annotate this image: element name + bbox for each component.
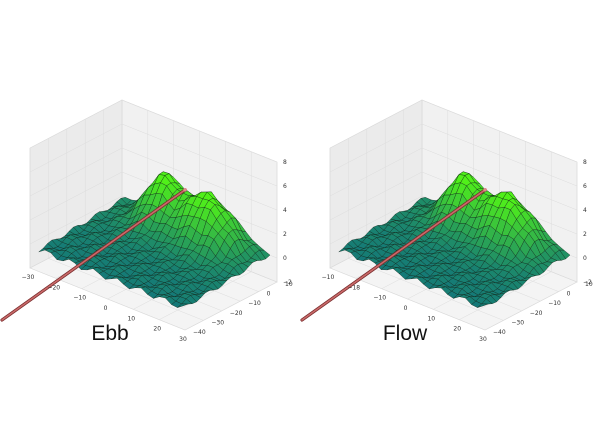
z-tick-label: 8 [283, 159, 287, 166]
z-tick-label: 4 [583, 207, 587, 214]
x-tick-label: 0 [104, 305, 108, 312]
y-tick-label: −10 [248, 300, 261, 307]
z-tick-label: 4 [283, 207, 287, 214]
z-tick-label: −2 [583, 279, 592, 286]
x-tick-label: 30 [179, 336, 187, 343]
y-tick-label: −20 [530, 310, 543, 317]
y-tick-label: 10 [585, 281, 593, 288]
y-tick-label: −40 [493, 329, 506, 336]
x-tick-label: 10 [127, 315, 135, 322]
vessel-line-end [483, 188, 487, 192]
x-tick-label: 0 [404, 305, 408, 312]
z-tick-label: 0 [583, 255, 587, 262]
x-tick-label: −10 [373, 295, 386, 302]
z-tick-label: 8 [583, 159, 587, 166]
z-tick-label: 6 [583, 183, 587, 190]
surface-mesh [338, 171, 571, 308]
y-tick-label: −20 [230, 310, 243, 317]
vessel-line [301, 189, 486, 321]
x-tick-label: 10 [427, 315, 435, 322]
y-tick-label: −30 [511, 319, 524, 326]
surface-plot-flow: −10 −18 −10 0 10 20 30 10 0 −10 −20 −30 −40 −2 0 2 4 6 8 F… [300, 0, 600, 432]
caption-flow: Flow [382, 322, 428, 345]
z-tick-label: 0 [283, 255, 287, 262]
y-tick-label: −40 [193, 329, 206, 336]
z-tick-label: −2 [283, 279, 292, 286]
y-tick-label: 0 [567, 291, 571, 298]
x-tick-label: 20 [453, 326, 461, 333]
x-tick-label: −10 [322, 274, 335, 281]
surface-plot-ebb: −30 −20 −10 0 10 20 30 10 0 −10 −20 −30 −40 −2 0 2 4 6 8 E… [0, 99, 293, 345]
x-tick-label: −18 [347, 284, 360, 291]
caption-ebb: Ebb [91, 322, 129, 345]
x-tick-label: −30 [22, 274, 35, 281]
y-tick-label: 0 [267, 291, 271, 298]
y-tick-label: 10 [285, 281, 293, 288]
x-tick-label: −20 [47, 284, 60, 291]
x-tick-label: −10 [73, 295, 86, 302]
surface-mesh [38, 171, 271, 308]
z-tick-label: 2 [583, 231, 587, 238]
y-tick-label: −10 [548, 300, 561, 307]
y-tick-label: −30 [211, 319, 224, 326]
z-tick-label: 6 [283, 183, 287, 190]
z-tick-label: 2 [283, 231, 287, 238]
x-tick-label: 30 [479, 336, 487, 343]
vessel-line [1, 189, 186, 321]
vessel-line-end [183, 188, 187, 192]
x-tick-label: 20 [153, 326, 161, 333]
